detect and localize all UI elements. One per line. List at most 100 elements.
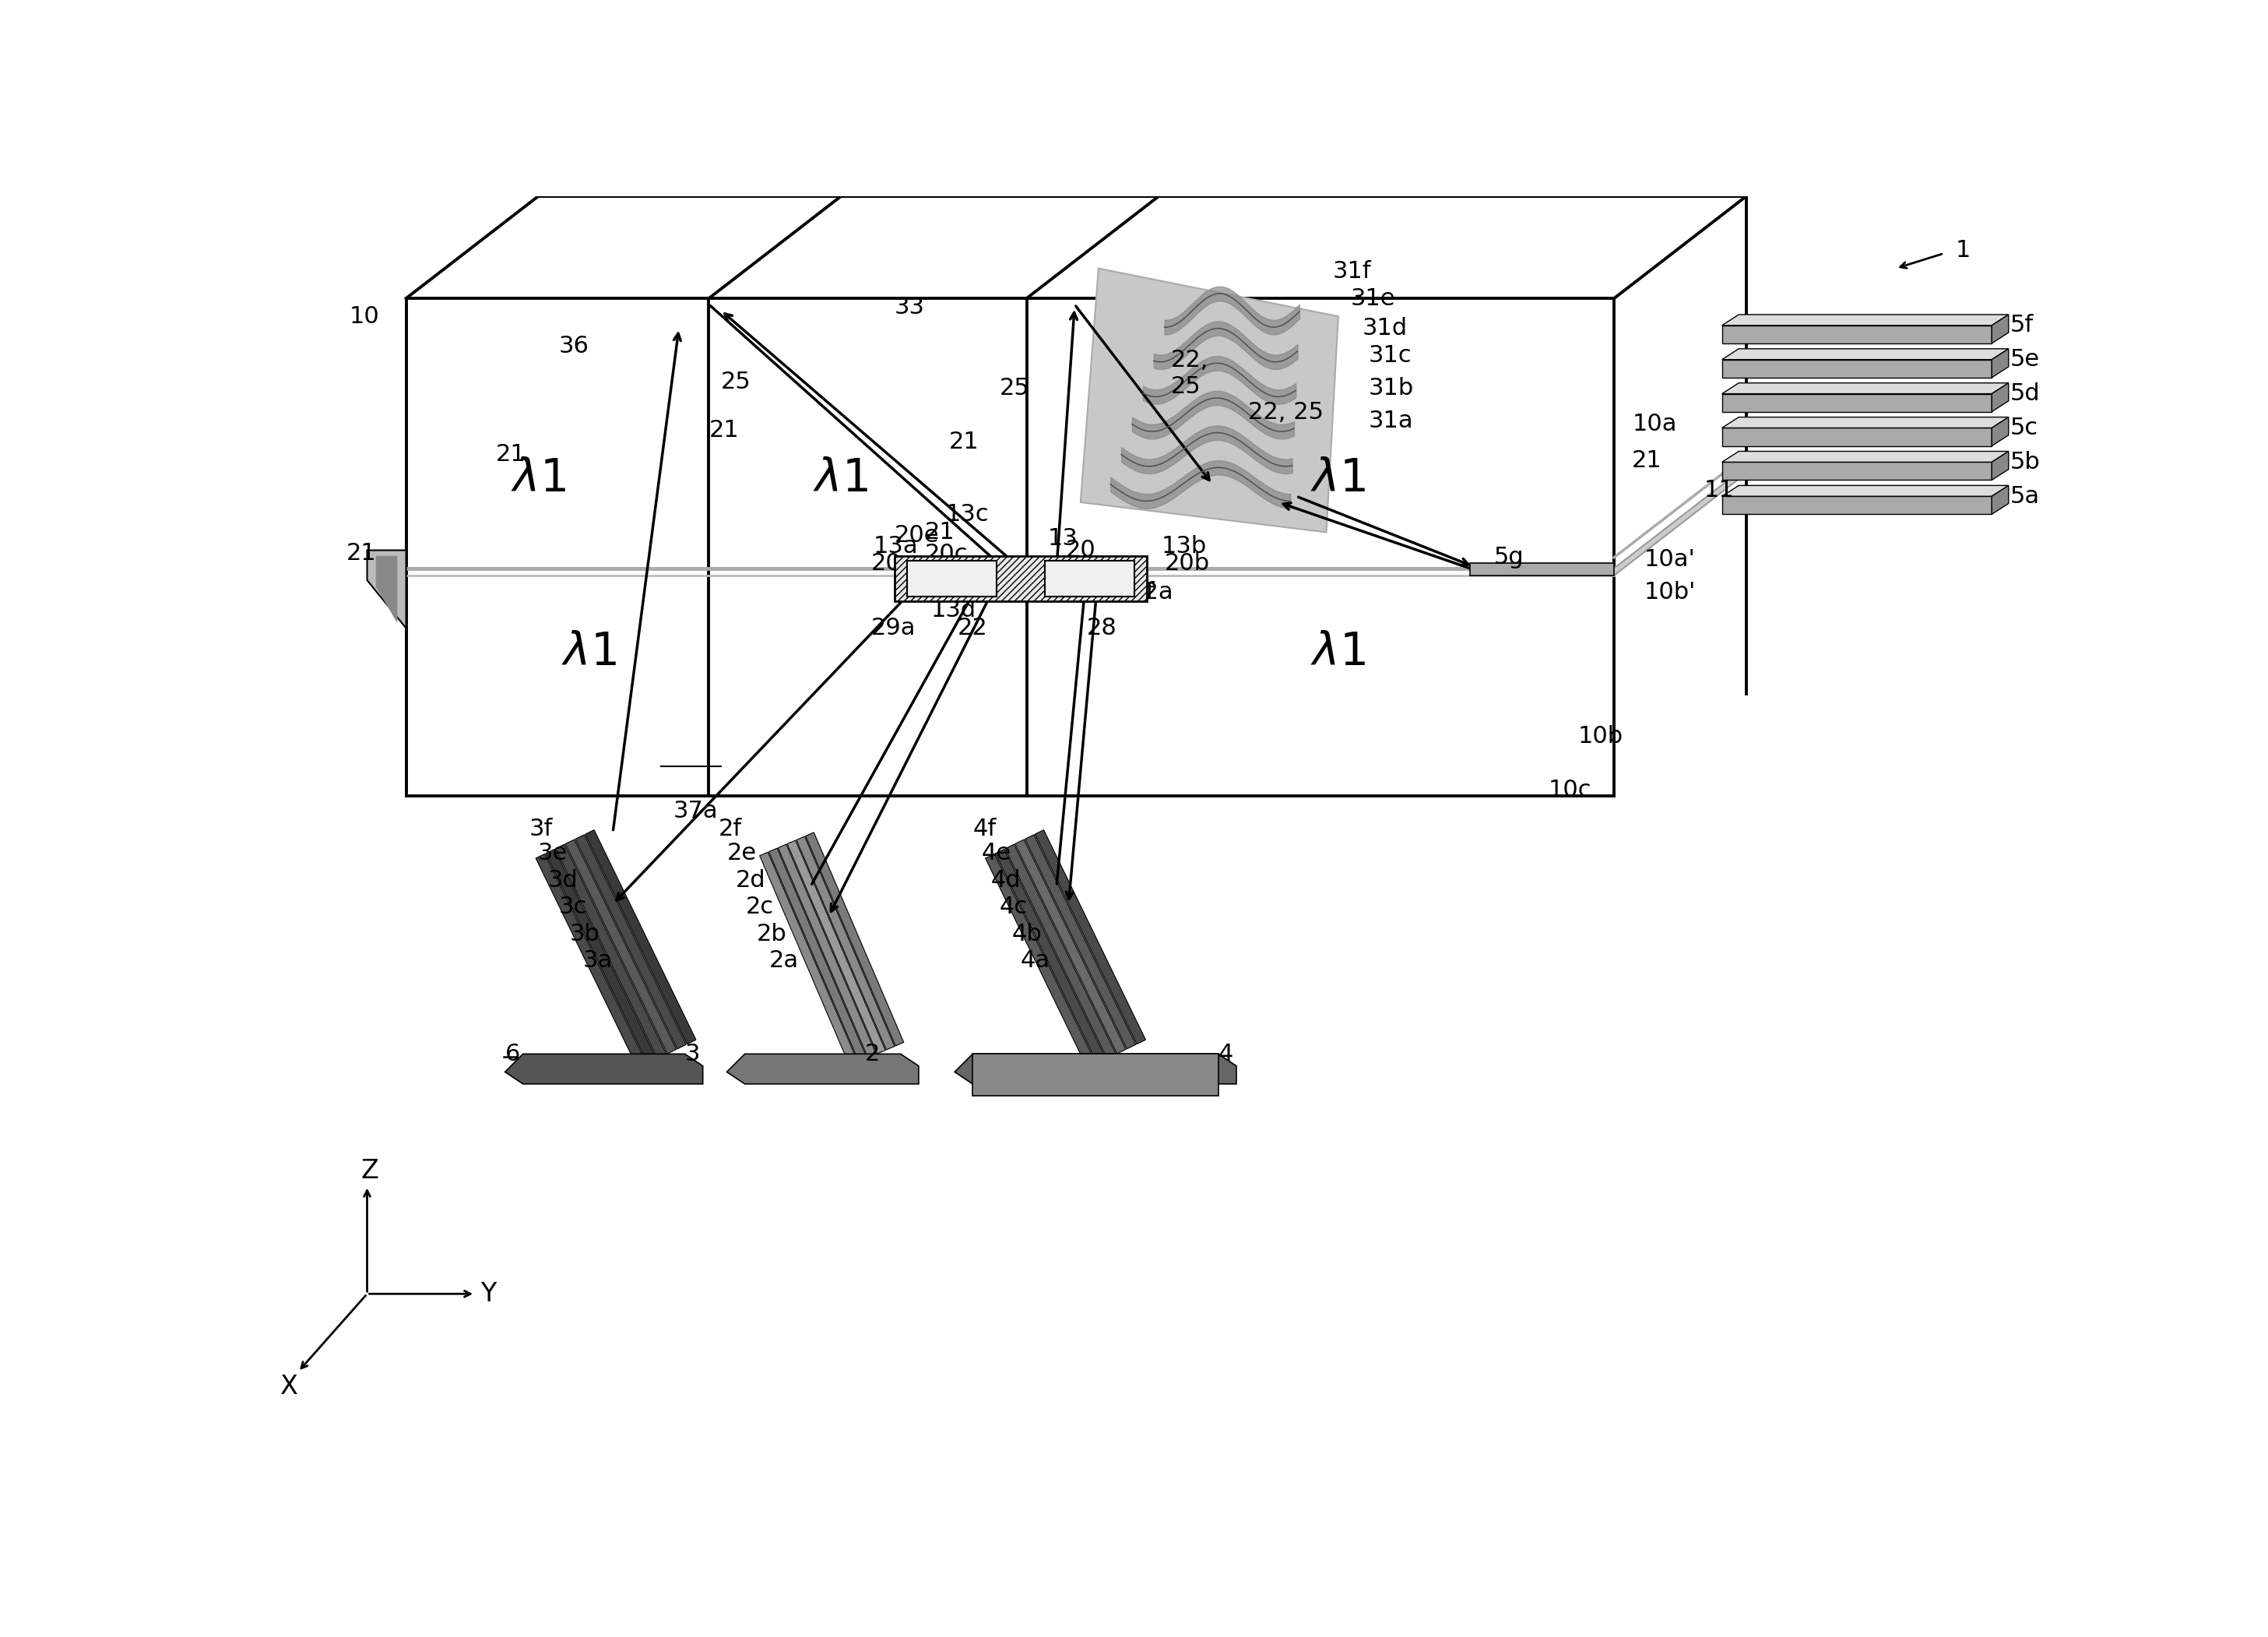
Text: 13a: 13a xyxy=(873,535,919,557)
Text: 10a': 10a' xyxy=(1644,548,1694,571)
Text: 10a: 10a xyxy=(1633,413,1676,435)
Text: 25: 25 xyxy=(721,372,751,393)
Text: 31c: 31c xyxy=(1368,344,1411,367)
Text: 3e: 3e xyxy=(538,841,567,864)
Polygon shape xyxy=(1721,349,2009,360)
Text: 13: 13 xyxy=(1048,527,1077,550)
Polygon shape xyxy=(367,550,406,629)
Polygon shape xyxy=(778,845,875,1058)
Polygon shape xyxy=(1016,840,1125,1054)
Polygon shape xyxy=(1470,563,1615,576)
Polygon shape xyxy=(1721,496,1991,514)
Text: 21: 21 xyxy=(347,542,376,565)
Polygon shape xyxy=(547,850,655,1064)
Polygon shape xyxy=(556,845,667,1059)
Text: 2: 2 xyxy=(864,1043,880,1066)
Polygon shape xyxy=(1721,427,1991,445)
Polygon shape xyxy=(565,840,676,1054)
Text: 20b: 20b xyxy=(1163,552,1209,575)
Text: 2a: 2a xyxy=(769,949,798,972)
Text: 5a: 5a xyxy=(2009,485,2039,507)
Text: $\lambda$1: $\lambda$1 xyxy=(814,457,869,501)
Polygon shape xyxy=(1721,314,2009,326)
Text: 20a: 20a xyxy=(871,552,916,575)
Polygon shape xyxy=(787,840,885,1054)
Text: 21: 21 xyxy=(925,521,955,543)
Text: 2f: 2f xyxy=(719,818,742,840)
Text: 31a: 31a xyxy=(1368,409,1413,432)
Text: 13b: 13b xyxy=(1161,535,1207,557)
Polygon shape xyxy=(1025,835,1136,1049)
Polygon shape xyxy=(796,837,894,1049)
Polygon shape xyxy=(1991,486,2009,514)
Text: 11: 11 xyxy=(1703,480,1735,501)
Text: 37a: 37a xyxy=(674,800,717,822)
Polygon shape xyxy=(1991,349,2009,378)
Text: 20e: 20e xyxy=(894,524,939,547)
Text: $\lambda$1: $\lambda$1 xyxy=(562,630,617,674)
Text: 3: 3 xyxy=(685,1043,701,1066)
Polygon shape xyxy=(769,848,866,1062)
Bar xyxy=(907,561,996,596)
Text: 13d: 13d xyxy=(930,599,975,622)
Polygon shape xyxy=(535,855,646,1067)
Text: 2e: 2e xyxy=(726,841,758,864)
Polygon shape xyxy=(996,850,1107,1064)
Polygon shape xyxy=(576,835,687,1049)
Text: 21: 21 xyxy=(948,431,980,453)
Polygon shape xyxy=(1991,314,2009,344)
Text: 5c: 5c xyxy=(2009,417,2039,439)
Polygon shape xyxy=(1991,417,2009,445)
Text: Z: Z xyxy=(361,1157,379,1184)
Text: 21: 21 xyxy=(710,419,739,442)
Text: 13c: 13c xyxy=(946,503,989,525)
Text: 20c: 20c xyxy=(925,543,968,566)
Text: 4a: 4a xyxy=(1021,949,1050,972)
Text: 4d: 4d xyxy=(991,869,1021,892)
Text: 29a: 29a xyxy=(871,617,916,640)
Text: 3f: 3f xyxy=(528,818,553,840)
Polygon shape xyxy=(1721,486,2009,496)
Text: 20d: 20d xyxy=(925,558,971,581)
Text: 22, 25: 22, 25 xyxy=(1247,401,1325,424)
Text: 31d: 31d xyxy=(1363,318,1408,339)
Polygon shape xyxy=(1721,417,2009,427)
Polygon shape xyxy=(955,1054,1236,1084)
Polygon shape xyxy=(1991,452,2009,480)
Polygon shape xyxy=(1034,830,1145,1044)
Polygon shape xyxy=(984,855,1095,1067)
Bar xyxy=(1046,561,1134,596)
Text: $\lambda$1: $\lambda$1 xyxy=(1311,457,1365,501)
Text: 4c: 4c xyxy=(1000,895,1027,918)
Text: 10b: 10b xyxy=(1579,725,1624,748)
Text: $\lambda$1: $\lambda$1 xyxy=(510,457,565,501)
Text: 5f: 5f xyxy=(2009,314,2032,337)
Text: 3c: 3c xyxy=(558,895,587,918)
Text: 21: 21 xyxy=(1633,449,1662,471)
Text: 4f: 4f xyxy=(973,818,996,840)
Text: 22,
25: 22, 25 xyxy=(1170,349,1209,398)
Polygon shape xyxy=(1080,268,1338,532)
Polygon shape xyxy=(1721,452,2009,462)
Text: 10b': 10b' xyxy=(1644,581,1696,604)
Text: 5g: 5g xyxy=(1495,547,1524,568)
Text: 5d: 5d xyxy=(2009,383,2039,404)
Text: 3d: 3d xyxy=(549,869,578,892)
Bar xyxy=(894,557,1145,601)
Text: 25: 25 xyxy=(1000,377,1030,399)
Text: 2d: 2d xyxy=(735,869,767,892)
Text: 31e: 31e xyxy=(1349,286,1395,309)
Polygon shape xyxy=(1721,383,2009,395)
Text: 33: 33 xyxy=(894,296,925,319)
Text: Y: Y xyxy=(481,1282,497,1306)
Text: 20f: 20f xyxy=(1116,581,1154,604)
Polygon shape xyxy=(1721,326,1991,344)
Polygon shape xyxy=(805,833,903,1046)
Polygon shape xyxy=(1005,845,1116,1059)
Polygon shape xyxy=(760,853,857,1066)
Text: 2c: 2c xyxy=(746,895,773,918)
Text: X: X xyxy=(281,1373,297,1400)
Text: 28: 28 xyxy=(1086,617,1116,640)
Text: 36: 36 xyxy=(558,336,590,357)
Text: 10c: 10c xyxy=(1549,779,1592,802)
